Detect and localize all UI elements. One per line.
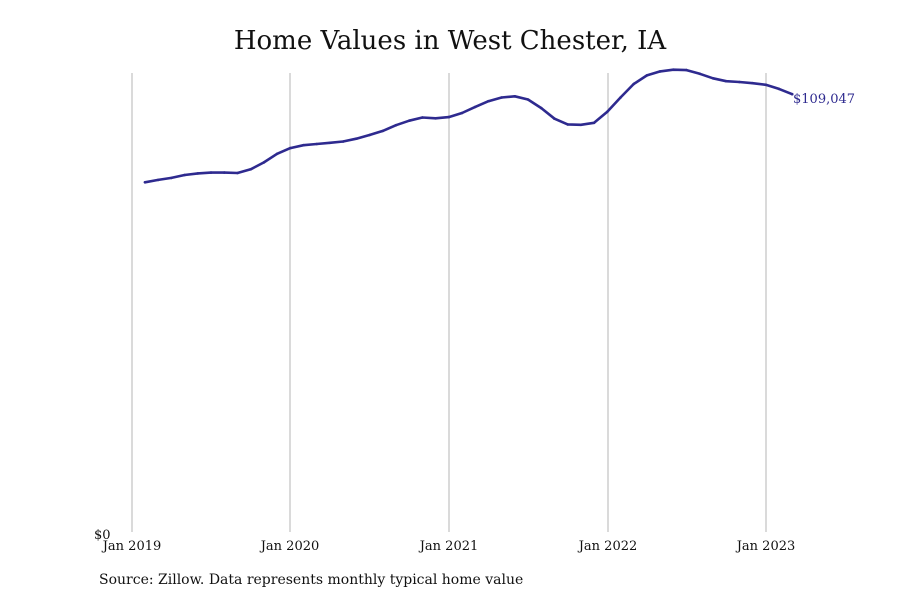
- vertical-gridlines: [131, 73, 767, 532]
- data-point: [619, 96, 622, 99]
- series-line-home-value: [143, 68, 794, 184]
- end-value-label: $109,047: [793, 92, 855, 107]
- data-point: [526, 98, 530, 101]
- data-point: [553, 117, 556, 120]
- data-point: [658, 70, 662, 73]
- data-point: [262, 161, 266, 164]
- data-point: [302, 143, 305, 147]
- data-point: [407, 119, 411, 122]
- x-tick-label: Jan 2019: [101, 539, 162, 554]
- data-point: [156, 178, 160, 182]
- data-point: [143, 181, 147, 184]
- data-point: [711, 77, 715, 80]
- data-point: [566, 123, 569, 126]
- chart-title: Home Values in West Chester, IA: [233, 26, 667, 56]
- data-point: [209, 171, 213, 174]
- data-point: [249, 168, 252, 171]
- data-point: [236, 171, 239, 175]
- data-point: [183, 173, 186, 177]
- data-point: [500, 96, 503, 99]
- data-point: [460, 111, 464, 115]
- data-point: [685, 68, 688, 72]
- data-point: [579, 123, 583, 127]
- y-tick-label-zero: $0: [94, 528, 111, 543]
- data-point: [196, 172, 200, 175]
- x-tick-label: Jan 2020: [259, 539, 320, 554]
- data-point: [473, 105, 477, 109]
- data-point: [341, 140, 345, 143]
- data-point: [315, 142, 319, 146]
- data-point: [672, 68, 675, 71]
- data-points: [143, 68, 794, 184]
- data-point: [421, 116, 424, 119]
- data-point: [724, 79, 728, 83]
- data-point: [328, 141, 332, 145]
- data-point: [434, 117, 437, 120]
- data-point: [223, 171, 226, 174]
- data-point: [632, 82, 635, 86]
- data-point: [447, 115, 451, 119]
- data-point: [606, 110, 609, 114]
- x-tick-label: Jan 2021: [418, 539, 479, 554]
- x-axis-ticks: Jan 2019 Jan 2020 Jan 2021 Jan 2022 Jan 2023: [101, 539, 796, 554]
- data-point: [790, 92, 794, 96]
- data-point: [764, 83, 768, 87]
- data-point: [487, 99, 490, 103]
- data-point: [513, 95, 517, 98]
- data-point: [355, 137, 358, 140]
- data-point: [275, 152, 279, 156]
- data-point: [645, 74, 649, 77]
- x-tick-label: Jan 2023: [735, 539, 796, 554]
- x-tick-label: Jan 2022: [577, 539, 638, 554]
- data-point: [698, 72, 702, 76]
- data-point: [289, 146, 292, 150]
- data-point: [394, 123, 398, 127]
- data-point: [540, 106, 543, 110]
- data-point: [751, 81, 754, 85]
- data-point: [170, 176, 173, 180]
- data-point: [592, 121, 596, 125]
- data-point: [738, 80, 741, 84]
- data-point: [777, 87, 781, 91]
- data-point: [368, 133, 371, 137]
- source-note: Source: Zillow. Data represents monthly …: [99, 572, 524, 588]
- data-point: [381, 129, 385, 133]
